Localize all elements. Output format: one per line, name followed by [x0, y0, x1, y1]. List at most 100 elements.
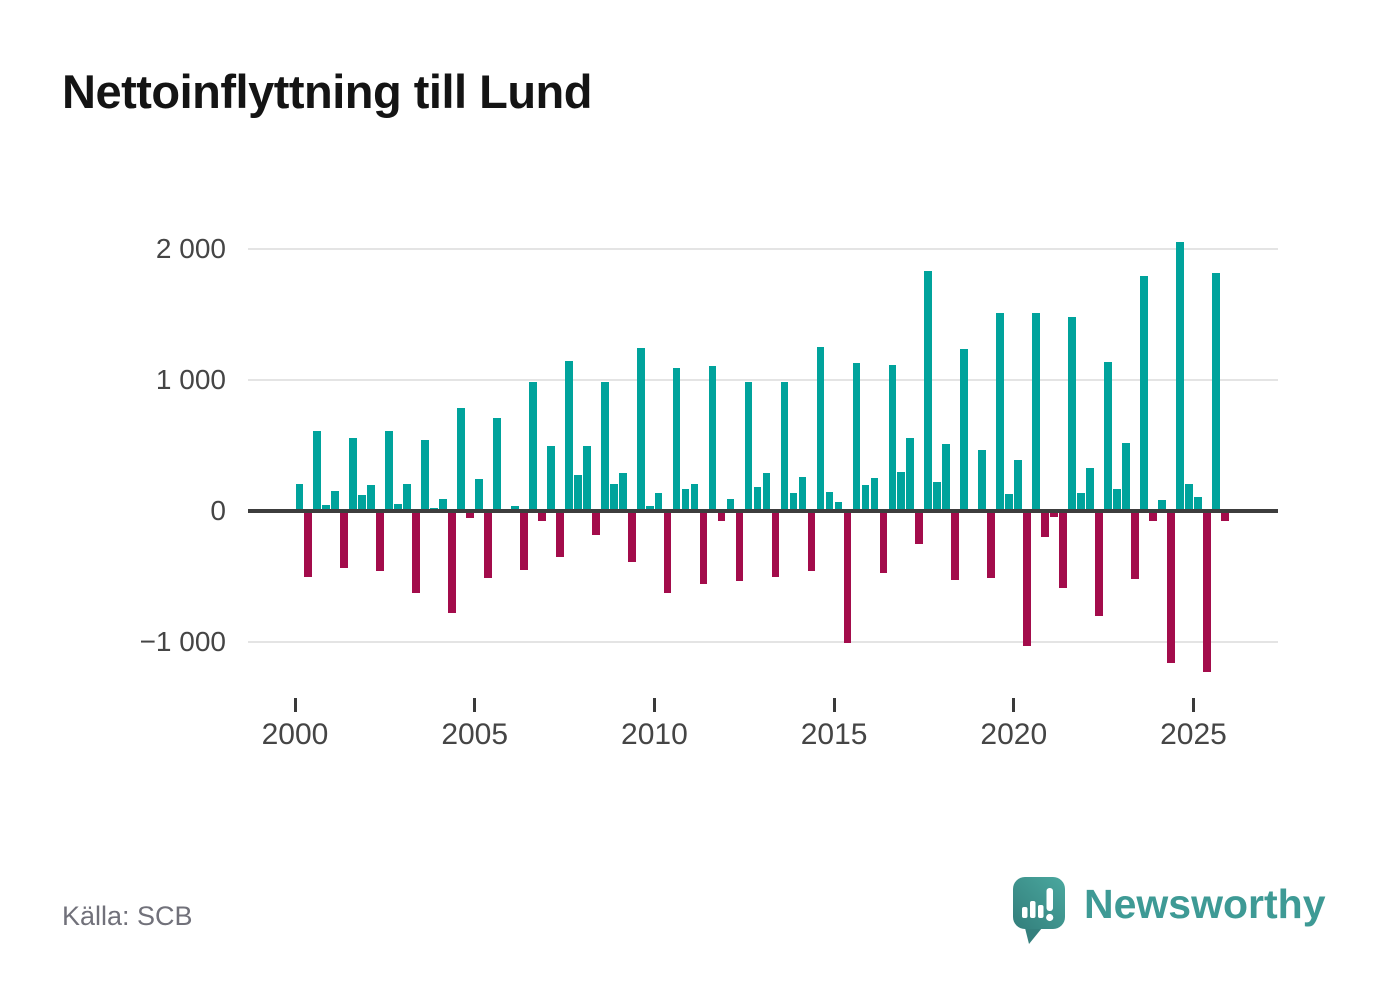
bar	[367, 485, 375, 511]
x-axis-tick	[652, 698, 656, 712]
bar	[933, 481, 942, 511]
bar	[960, 348, 968, 511]
bar	[1005, 493, 1013, 511]
bar	[1032, 313, 1040, 511]
bar	[906, 437, 915, 511]
bar	[807, 511, 816, 571]
bar	[304, 511, 313, 578]
bar	[717, 511, 726, 521]
bar	[583, 446, 591, 511]
bar	[663, 511, 672, 593]
bar	[726, 499, 735, 511]
x-axis-label: 2010	[621, 718, 688, 751]
bar	[879, 511, 888, 574]
x-axis-tick	[832, 698, 836, 712]
bar	[780, 381, 789, 511]
bar	[852, 362, 861, 511]
bar	[708, 365, 717, 511]
bar	[762, 473, 771, 511]
bar	[816, 346, 825, 511]
bar	[978, 450, 986, 511]
bar	[448, 511, 456, 614]
bar	[376, 511, 384, 571]
bar	[735, 511, 744, 581]
bar	[1023, 511, 1031, 646]
bar	[690, 484, 699, 511]
bar	[511, 505, 519, 511]
x-axis-tick	[293, 698, 297, 712]
bar	[924, 270, 933, 511]
bar	[340, 511, 349, 568]
bar	[475, 478, 483, 511]
bar	[520, 511, 528, 570]
bar	[1059, 511, 1067, 589]
bar	[1077, 493, 1085, 511]
bar	[484, 511, 492, 579]
newsworthy-wordmark: Newsworthy	[1084, 881, 1326, 927]
bar	[672, 367, 681, 511]
bar	[1202, 511, 1211, 672]
bar	[457, 407, 465, 511]
bar	[915, 511, 924, 544]
bar	[313, 431, 322, 511]
y-axis-label: 2 000	[155, 233, 226, 265]
bar	[627, 511, 636, 562]
gridline	[248, 379, 1278, 382]
bar	[897, 471, 906, 511]
bar	[1185, 484, 1193, 511]
bar	[1194, 496, 1202, 511]
gridline	[248, 248, 1278, 251]
bar	[592, 511, 600, 536]
bar	[565, 361, 573, 511]
bar	[295, 484, 304, 511]
x-axis-label: 2000	[261, 718, 329, 751]
bar	[951, 511, 959, 581]
bar	[1158, 499, 1166, 511]
bar	[556, 511, 564, 558]
bar	[654, 493, 663, 511]
bar	[744, 381, 753, 511]
bar	[331, 491, 340, 511]
x-axis-tick	[473, 698, 477, 712]
bar	[1131, 511, 1139, 580]
bar	[1068, 317, 1076, 511]
bar	[1140, 275, 1148, 511]
source-note: Källa: SCB	[62, 901, 193, 931]
bar	[1095, 511, 1103, 616]
bar	[1050, 511, 1058, 517]
newsworthy-logo-icon	[1013, 877, 1065, 944]
bar	[1041, 511, 1049, 537]
chart-title: Nettoinflyttning till Lund	[62, 65, 592, 118]
x-axis-label: 2005	[441, 718, 509, 751]
bar	[1176, 241, 1184, 511]
bar	[529, 381, 537, 511]
bar	[1113, 489, 1121, 511]
bar	[1220, 511, 1229, 521]
x-axis-label: 2015	[800, 718, 868, 751]
bar	[996, 313, 1004, 511]
bar	[547, 446, 555, 511]
bar	[942, 443, 950, 511]
x-axis-tick	[1192, 698, 1195, 712]
bar	[987, 511, 995, 579]
y-axis-label: −1 000	[139, 625, 226, 657]
zero-axis-line	[248, 509, 1278, 513]
bar	[349, 438, 357, 511]
bar	[403, 483, 411, 511]
bar	[789, 493, 798, 511]
bar	[574, 475, 582, 511]
bar	[1104, 361, 1112, 511]
bar	[1211, 272, 1220, 511]
bar	[385, 431, 393, 511]
bar	[870, 477, 879, 511]
bar	[421, 439, 429, 511]
bar	[609, 483, 618, 511]
bar	[600, 381, 609, 511]
bar	[798, 476, 807, 511]
bar	[439, 499, 447, 511]
gridline	[248, 640, 1278, 643]
y-axis-label: 1 000	[155, 364, 226, 396]
bar	[834, 501, 843, 511]
bar	[322, 505, 331, 511]
